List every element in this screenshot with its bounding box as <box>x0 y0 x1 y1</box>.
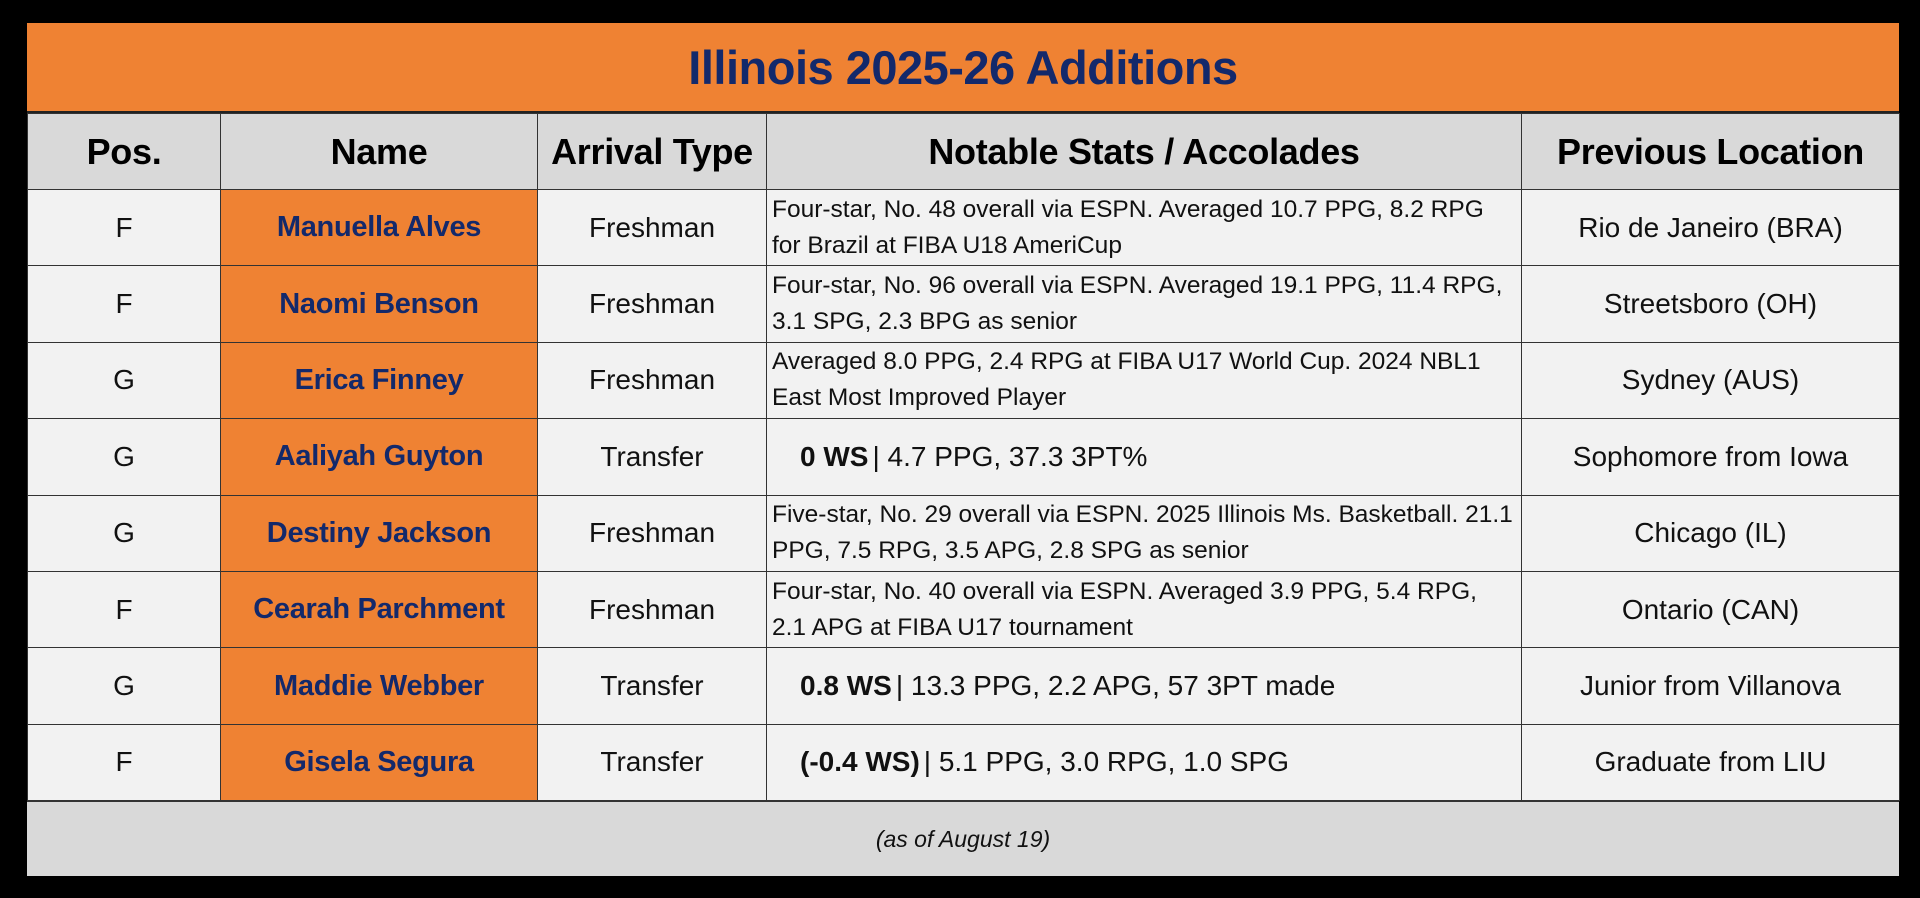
column-header-position: Pos. <box>27 113 221 190</box>
position-cell: F <box>27 188 221 267</box>
stats-text: | 4.7 PPG, 37.3 3PT% <box>872 440 1148 472</box>
previous-location-cell: Junior from Villanova <box>1521 647 1900 725</box>
previous-location-cell: Sydney (AUS) <box>1521 341 1900 420</box>
win-shares-value: 0.8 WS <box>800 670 892 702</box>
player-name-cell: Erica Finney <box>220 341 538 420</box>
player-name-cell: Maddie Webber <box>220 647 538 725</box>
table-row: G Destiny Jackson Freshman Five-star, No… <box>27 494 1900 572</box>
table-row: G Aaliyah Guyton Transfer 0 WS | 4.7 PPG,… <box>27 418 1900 496</box>
player-name-cell: Naomi Benson <box>220 265 538 343</box>
position-cell: G <box>27 494 221 572</box>
table-row: F Naomi Benson Freshman Four-star, No. 9… <box>27 265 1900 343</box>
as-of-date-note: (as of August 19) <box>27 801 1899 877</box>
roster-graphic: Illinois 2025-26 Additions Pos. Name Arr… <box>27 23 1900 877</box>
player-name-cell: Aaliyah Guyton <box>220 418 538 496</box>
arrival-type-cell: Freshman <box>537 265 767 343</box>
position-cell: F <box>27 265 221 343</box>
arrival-type-cell: Freshman <box>537 341 767 420</box>
win-shares-value: (-0.4 WS) <box>800 746 920 778</box>
arrival-type-cell: Transfer <box>537 418 767 496</box>
notable-stats-cell: Five-star, No. 29 overall via ESPN. 2025… <box>766 494 1522 572</box>
column-header-arrival-type: Arrival Type <box>537 113 767 190</box>
column-header-name: Name <box>220 113 538 190</box>
notable-stats-cell: Four-star, No. 96 overall via ESPN. Aver… <box>766 265 1522 343</box>
position-cell: G <box>27 341 221 420</box>
notable-stats-cell: (-0.4 WS) | 5.1 PPG, 3.0 RPG, 1.0 SPG <box>766 723 1522 802</box>
notable-stats-cell: 0.8 WS | 13.3 PPG, 2.2 APG, 57 3PT made <box>766 647 1522 725</box>
table-row: G Erica Finney Freshman Averaged 8.0 PPG… <box>27 341 1900 420</box>
position-cell: F <box>27 723 221 802</box>
previous-location-cell: Chicago (IL) <box>1521 494 1900 572</box>
previous-location-cell: Rio de Janeiro (BRA) <box>1521 188 1900 267</box>
arrival-type-cell: Transfer <box>537 723 767 802</box>
position-cell: G <box>27 647 221 725</box>
table-row: G Maddie Webber Transfer 0.8 WS | 13.3 PP… <box>27 647 1900 725</box>
notable-stats-cell: 0 WS | 4.7 PPG, 37.3 3PT% <box>766 418 1522 496</box>
column-header-previous-location: Previous Location <box>1521 113 1900 190</box>
table-row: F Manuella Alves Freshman Four-star, No.… <box>27 188 1900 267</box>
table-row: F Gisela Segura Transfer (-0.4 WS) | 5.1 … <box>27 723 1900 802</box>
player-name-cell: Manuella Alves <box>220 188 538 267</box>
position-cell: F <box>27 570 221 649</box>
previous-location-cell: Streetsboro (OH) <box>1521 265 1900 343</box>
notable-stats-cell: Averaged 8.0 PPG, 2.4 RPG at FIBA U17 Wo… <box>766 341 1522 420</box>
player-name-cell: Cearah Parchment <box>220 570 538 649</box>
notable-stats-cell: Four-star, No. 48 overall via ESPN. Aver… <box>766 188 1522 267</box>
previous-location-cell: Graduate from LIU <box>1521 723 1900 802</box>
player-name-cell: Gisela Segura <box>220 723 538 802</box>
arrival-type-cell: Freshman <box>537 570 767 649</box>
header-row: Pos. Name Arrival Type Notable Stats / A… <box>27 113 1900 190</box>
previous-location-cell: Sophomore from Iowa <box>1521 418 1900 496</box>
notable-stats-cell: Four-star, No. 40 overall via ESPN. Aver… <box>766 570 1522 649</box>
win-shares-value: 0 WS <box>800 440 869 472</box>
additions-table: Pos. Name Arrival Type Notable Stats / A… <box>27 113 1900 802</box>
table-title: Illinois 2025-26 Additions <box>27 23 1899 113</box>
stats-text: | 5.1 PPG, 3.0 RPG, 1.0 SPG <box>923 746 1289 778</box>
table-row: F Cearah Parchment Freshman Four-star, N… <box>27 570 1900 649</box>
arrival-type-cell: Freshman <box>537 494 767 572</box>
previous-location-cell: Ontario (CAN) <box>1521 570 1900 649</box>
stats-text: | 13.3 PPG, 2.2 APG, 57 3PT made <box>895 670 1336 702</box>
arrival-type-cell: Transfer <box>537 647 767 725</box>
arrival-type-cell: Freshman <box>537 188 767 267</box>
position-cell: G <box>27 418 221 496</box>
column-header-notable-stats: Notable Stats / Accolades <box>766 113 1522 190</box>
player-name-cell: Destiny Jackson <box>220 494 538 572</box>
